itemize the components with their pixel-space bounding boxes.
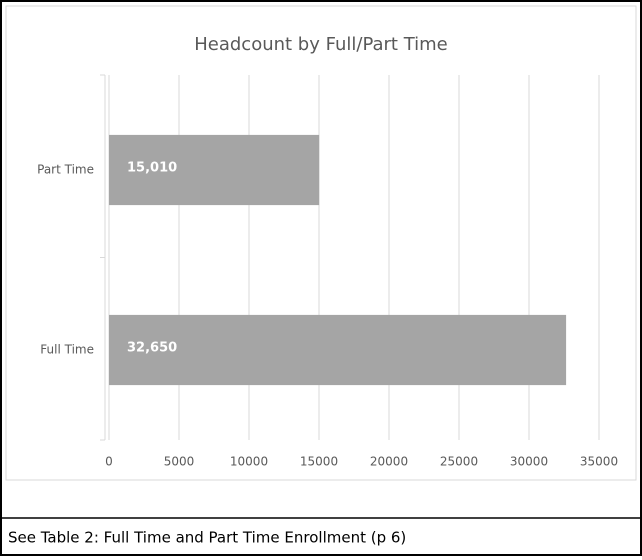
chart-area	[5, 5, 637, 481]
x-tick-label: 0	[105, 455, 113, 469]
x-tick-label: 35000	[580, 455, 618, 469]
x-tick-label: 20000	[370, 455, 408, 469]
category-label: Part Time	[37, 163, 94, 177]
bar	[109, 134, 320, 206]
category-label: Full Time	[40, 343, 94, 357]
x-tick-label: 30000	[510, 455, 548, 469]
x-tick-label: 25000	[440, 455, 478, 469]
data-label: 15,010	[127, 161, 177, 176]
bar	[109, 314, 567, 386]
chart-title: Headcount by Full/Part Time	[194, 34, 448, 55]
x-tick-label: 5000	[164, 455, 195, 469]
caption: See Table 2: Full Time and Part Time Enr…	[8, 529, 406, 547]
x-tick-label: 15000	[300, 455, 338, 469]
data-label: 32,650	[127, 341, 177, 356]
x-tick-label: 10000	[230, 455, 268, 469]
